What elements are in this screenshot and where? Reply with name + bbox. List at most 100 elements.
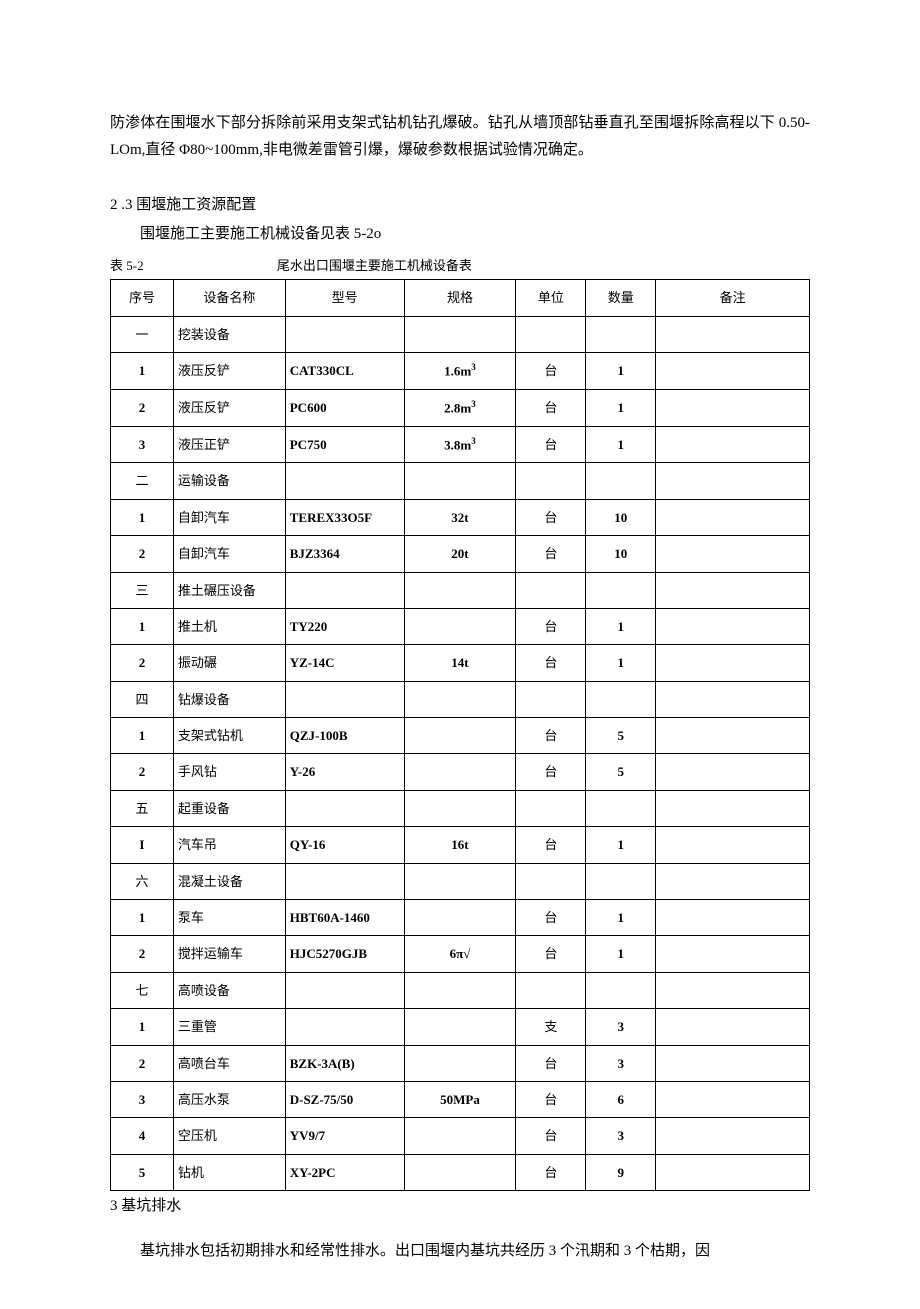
table-header-row: 序号 设备名称 型号 规格 单位 数量 备注 <box>111 280 810 316</box>
cell-remark <box>656 1045 810 1081</box>
cell-seq: I <box>111 827 174 863</box>
cell-spec <box>404 1154 516 1190</box>
cell-name: 钻机 <box>173 1154 285 1190</box>
cell-unit <box>516 316 586 352</box>
cell-qty: 1 <box>586 353 656 390</box>
cell-seq: 2 <box>111 1045 174 1081</box>
cell-remark <box>656 426 810 463</box>
cell-model <box>285 790 404 826</box>
cell-qty: 10 <box>586 536 656 572</box>
cell-spec: 3.8m3 <box>404 426 516 463</box>
paragraph-equipment-ref: 围堰施工主要施工机械设备见表 5-2o <box>110 221 810 248</box>
table-row: 四钻爆设备 <box>111 681 810 717</box>
cell-name: 液压反铲 <box>173 389 285 426</box>
table-row: 二运输设备 <box>111 463 810 499</box>
table-title: 尾水出口围堰主要施工机械设备表 <box>277 254 472 277</box>
cell-name: 推土机 <box>173 608 285 644</box>
table-row: 1支架式钻机QZJ-100B台5 <box>111 718 810 754</box>
cell-remark <box>656 572 810 608</box>
cell-model: TEREX33O5F <box>285 499 404 535</box>
cell-model: HBT60A-1460 <box>285 900 404 936</box>
table-row: 2高喷台车BZK-3A(B)台3 <box>111 1045 810 1081</box>
cell-name: 自卸汽车 <box>173 499 285 535</box>
cell-model <box>285 972 404 1008</box>
cell-unit: 台 <box>516 426 586 463</box>
cell-remark <box>656 863 810 899</box>
cell-qty: 3 <box>586 1118 656 1154</box>
cell-seq: 三 <box>111 572 174 608</box>
cell-unit: 支 <box>516 1009 586 1045</box>
table-row: 五起重设备 <box>111 790 810 826</box>
cell-qty: 3 <box>586 1009 656 1045</box>
table-row: 3液压正铲PC7503.8m3台1 <box>111 426 810 463</box>
cell-model: YZ-14C <box>285 645 404 681</box>
cell-spec: 50MPa <box>404 1081 516 1117</box>
cell-remark <box>656 316 810 352</box>
cell-model: PC600 <box>285 389 404 426</box>
col-header-name: 设备名称 <box>173 280 285 316</box>
table-row: 1液压反铲CAT330CL1.6m3台1 <box>111 353 810 390</box>
cell-spec <box>404 1045 516 1081</box>
cell-qty <box>586 463 656 499</box>
col-header-spec: 规格 <box>404 280 516 316</box>
cell-spec <box>404 754 516 790</box>
cell-unit <box>516 972 586 1008</box>
cell-spec <box>404 972 516 1008</box>
cell-remark <box>656 1154 810 1190</box>
cell-seq: 1 <box>111 353 174 390</box>
cell-remark <box>656 1081 810 1117</box>
cell-seq: 六 <box>111 863 174 899</box>
cell-model: PC750 <box>285 426 404 463</box>
col-header-unit: 单位 <box>516 280 586 316</box>
cell-seq: 2 <box>111 645 174 681</box>
cell-seq: 1 <box>111 1009 174 1045</box>
table-row: 5钻机XY-2PC台9 <box>111 1154 810 1190</box>
cell-model: D-SZ-75/50 <box>285 1081 404 1117</box>
cell-name: 运输设备 <box>173 463 285 499</box>
cell-unit <box>516 572 586 608</box>
cell-seq: 3 <box>111 426 174 463</box>
cell-qty <box>586 681 656 717</box>
cell-model: XY-2PC <box>285 1154 404 1190</box>
cell-qty: 1 <box>586 936 656 972</box>
cell-name: 高喷台车 <box>173 1045 285 1081</box>
cell-remark <box>656 936 810 972</box>
cell-qty: 1 <box>586 608 656 644</box>
cell-seq: 七 <box>111 972 174 1008</box>
cell-spec <box>404 900 516 936</box>
cell-unit: 台 <box>516 936 586 972</box>
cell-unit <box>516 463 586 499</box>
cell-unit: 台 <box>516 353 586 390</box>
cell-name: 混凝土设备 <box>173 863 285 899</box>
cell-spec <box>404 572 516 608</box>
table-row: 1推土机TY220台1 <box>111 608 810 644</box>
cell-remark <box>656 353 810 390</box>
cell-unit <box>516 863 586 899</box>
cell-name: 空压机 <box>173 1118 285 1154</box>
cell-model: Y-26 <box>285 754 404 790</box>
cell-qty: 1 <box>586 389 656 426</box>
cell-unit <box>516 681 586 717</box>
cell-model: BJZ3364 <box>285 536 404 572</box>
cell-remark <box>656 536 810 572</box>
col-header-qty: 数量 <box>586 280 656 316</box>
cell-seq: 2 <box>111 754 174 790</box>
cell-seq: 5 <box>111 1154 174 1190</box>
cell-name: 挖装设备 <box>173 316 285 352</box>
cell-unit: 台 <box>516 1081 586 1117</box>
cell-spec: 14t <box>404 645 516 681</box>
cell-remark <box>656 1009 810 1045</box>
equipment-table: 序号 设备名称 型号 规格 单位 数量 备注 一挖装设备1液压反铲CAT330C… <box>110 279 810 1191</box>
col-header-remark: 备注 <box>656 280 810 316</box>
cell-seq: 2 <box>111 936 174 972</box>
cell-unit: 台 <box>516 1118 586 1154</box>
cell-qty <box>586 316 656 352</box>
cell-name: 钻爆设备 <box>173 681 285 717</box>
paragraph-drainage: 基坑排水包括初期排水和经常性排水。出口围堰内基坑共经历 3 个汛期和 3 个枯期… <box>110 1238 810 1265</box>
cell-qty: 5 <box>586 754 656 790</box>
cell-remark <box>656 718 810 754</box>
cell-qty <box>586 972 656 1008</box>
cell-model <box>285 681 404 717</box>
cell-model <box>285 863 404 899</box>
cell-seq: 1 <box>111 900 174 936</box>
